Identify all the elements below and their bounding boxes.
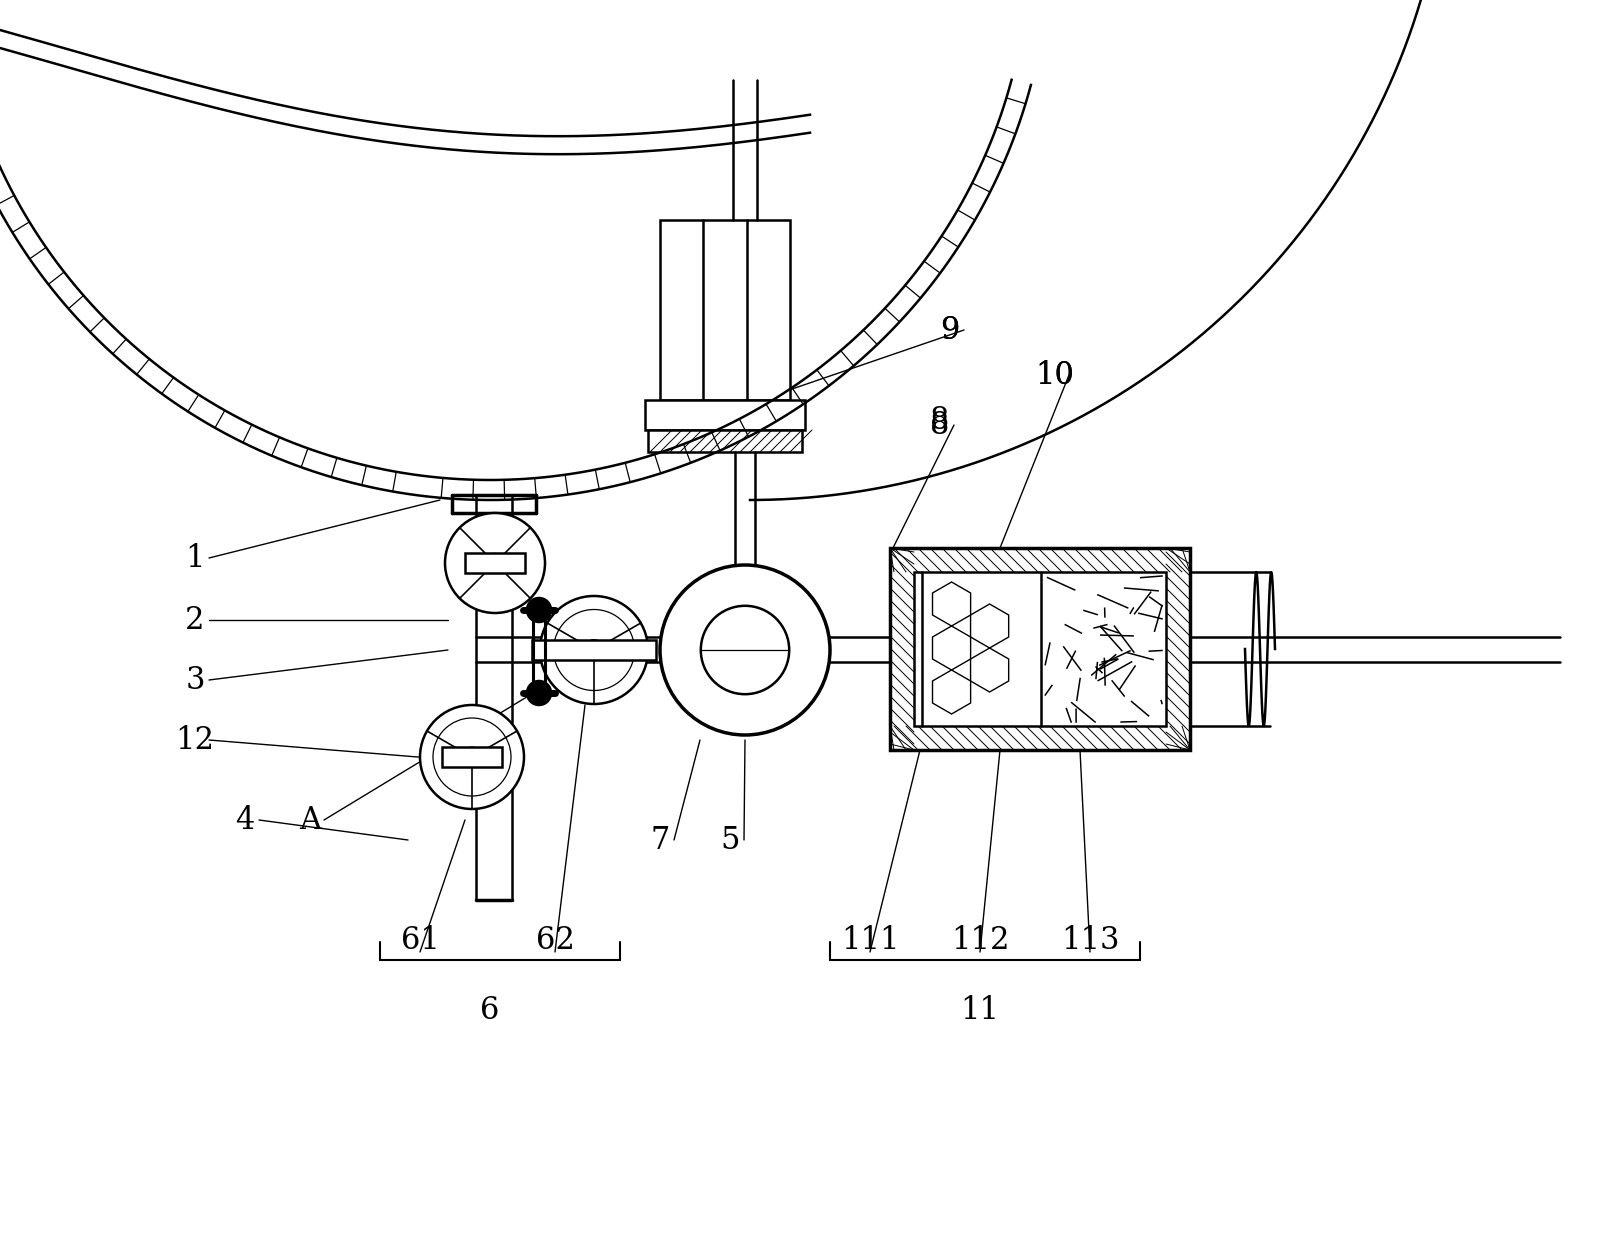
Text: 2: 2 (185, 604, 204, 636)
Circle shape (541, 596, 648, 704)
Text: 62: 62 (536, 924, 575, 956)
Text: 11: 11 (960, 995, 999, 1026)
Text: 12: 12 (175, 724, 214, 755)
Text: 111: 111 (840, 924, 899, 956)
Text: 6: 6 (481, 995, 500, 1026)
Text: 1: 1 (185, 543, 204, 574)
Bar (648, 431, 801, 452)
Text: 9: 9 (941, 315, 960, 345)
Text: 8: 8 (931, 409, 950, 441)
Circle shape (445, 512, 546, 613)
Text: 3: 3 (185, 665, 204, 695)
Text: 10: 10 (1036, 360, 1075, 390)
Text: 7: 7 (651, 825, 670, 856)
Bar (915, 572, 1166, 726)
Circle shape (661, 565, 831, 735)
Circle shape (486, 554, 504, 572)
Bar (644, 400, 805, 431)
Text: 5: 5 (720, 825, 740, 856)
Bar (890, 548, 1190, 750)
Text: A: A (300, 805, 321, 836)
Bar (661, 220, 790, 400)
Circle shape (701, 606, 788, 694)
Text: 10: 10 (1036, 360, 1075, 390)
Text: 113: 113 (1060, 924, 1119, 956)
Text: 112: 112 (950, 924, 1009, 956)
Bar (465, 553, 525, 573)
Text: 9: 9 (941, 315, 960, 345)
Text: 61: 61 (400, 924, 439, 956)
Circle shape (554, 609, 635, 690)
Circle shape (528, 598, 550, 622)
Text: 8: 8 (931, 404, 950, 436)
Circle shape (463, 748, 481, 767)
Bar (533, 640, 656, 660)
Bar (442, 747, 502, 767)
Circle shape (528, 681, 550, 705)
Circle shape (432, 718, 512, 796)
Text: 4: 4 (235, 805, 254, 836)
Circle shape (419, 705, 525, 810)
Circle shape (584, 641, 604, 660)
